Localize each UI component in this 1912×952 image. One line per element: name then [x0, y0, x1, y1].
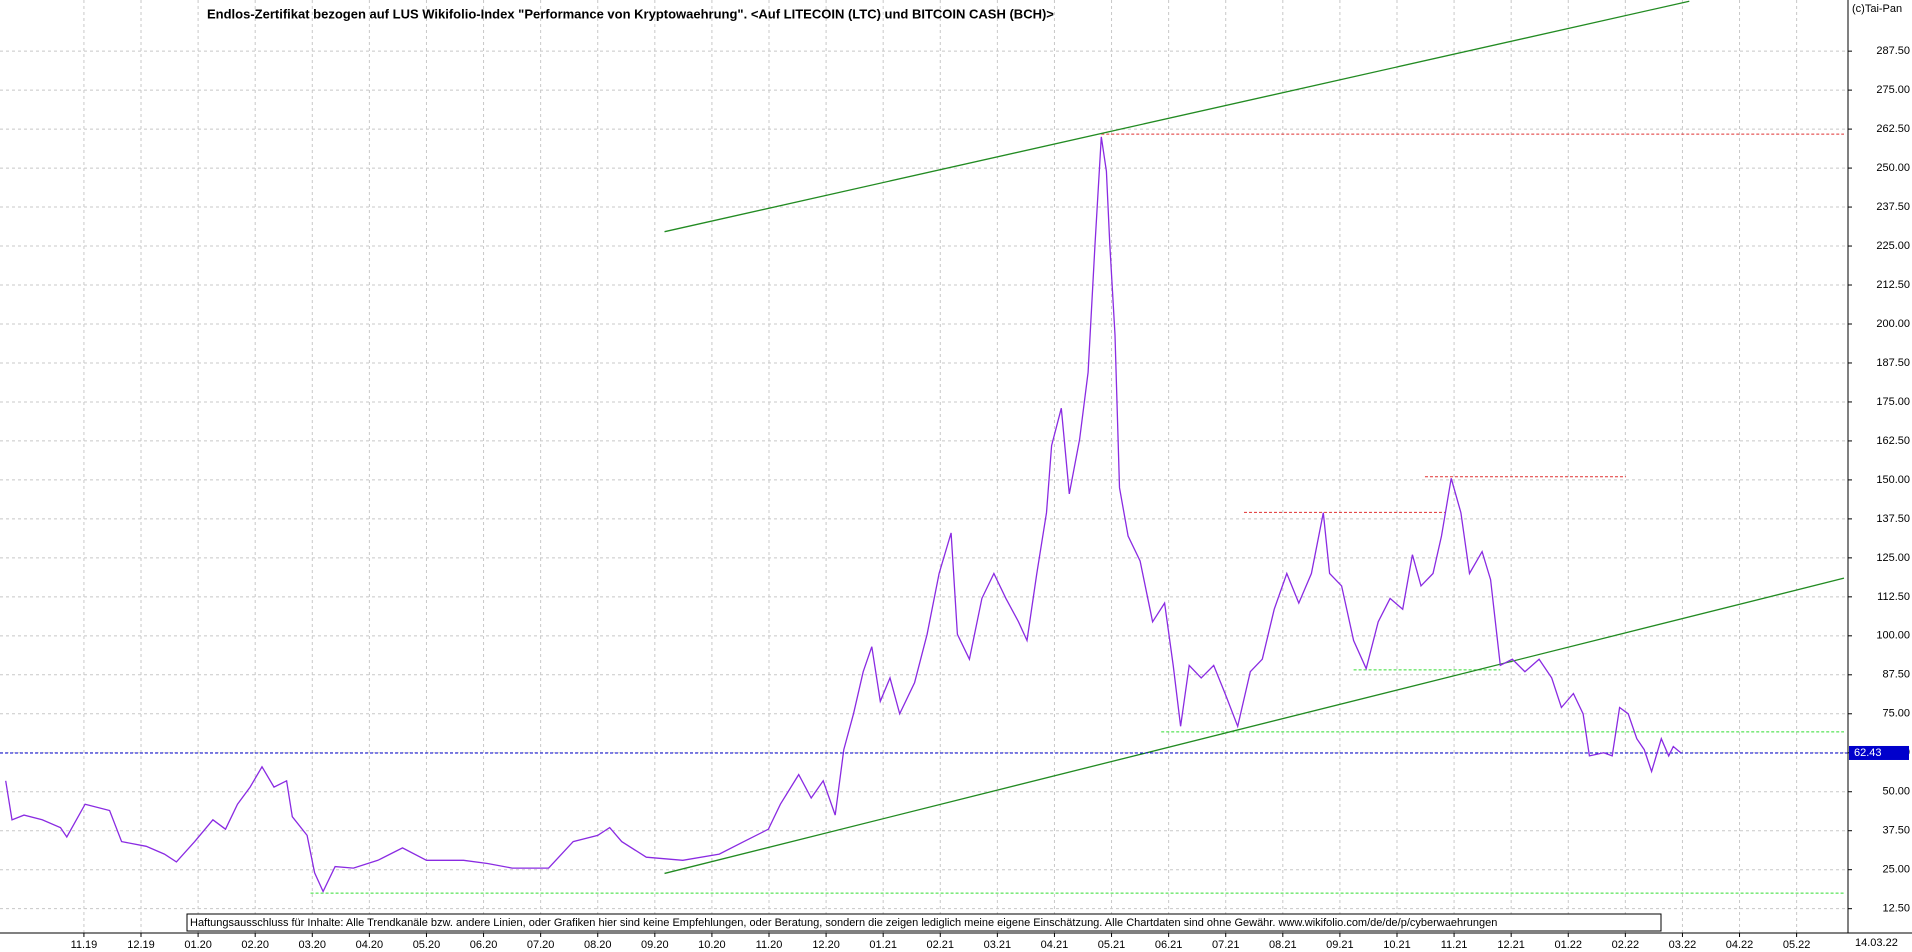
x-tick-label: 05.21 — [1098, 939, 1126, 951]
x-tick-label: 04.22 — [1726, 939, 1754, 951]
x-tick-label: 08.21 — [1269, 939, 1297, 951]
disclaimer: Haftungsausschluss für Inhalte: Alle Tre… — [190, 917, 1497, 929]
trend-line — [664, 0, 1690, 233]
current-label-box — [1849, 745, 1909, 760]
grid — [0, 0, 1848, 933]
x-tick-label: 07.20 — [527, 939, 555, 951]
y-tick-label: 225.00 — [1876, 240, 1910, 252]
y-tick-label: 112.50 — [1877, 591, 1910, 603]
y-tick-label: 87.50 — [1882, 669, 1910, 681]
current-label: 62.43 — [1854, 747, 1882, 759]
chart-title: Endlos-Zertifikat bezogen auf LUS Wikifo… — [207, 6, 1054, 21]
x-tick-label: 11.21 — [1441, 939, 1468, 951]
x-tick-label: 03.20 — [299, 939, 327, 951]
x-tick-label: 04.20 — [356, 939, 384, 951]
x-tick-label: 11.19 — [71, 939, 98, 951]
x-tick-label: 05.22 — [1783, 939, 1811, 951]
copyright: (c)Tai-Pan — [1852, 3, 1902, 15]
y-tick-label: 25.00 — [1882, 864, 1910, 876]
x-tick-label: 01.21 — [869, 939, 897, 951]
y-tick-label: 175.00 — [1876, 396, 1910, 408]
y-tick-label: 125.00 — [1876, 552, 1910, 564]
x-tick-label: 05.20 — [413, 939, 441, 951]
x-tick-label: 04.21 — [1041, 939, 1069, 951]
y-tick-label: 275.00 — [1876, 84, 1910, 96]
y-tick-label: 250.00 — [1876, 162, 1910, 174]
x-tick-label: 12.20 — [812, 939, 840, 951]
y-tick-label: 37.50 — [1882, 825, 1910, 837]
y-tick-label: 75.00 — [1882, 708, 1910, 720]
x-tick-label: 03.22 — [1669, 939, 1697, 951]
date-label: 14.03.22 — [1855, 937, 1898, 949]
x-tick-label: 01.22 — [1554, 939, 1582, 951]
x-tick-label: 10.20 — [698, 939, 726, 951]
y-tick-label: 137.50 — [1876, 513, 1910, 525]
y-tick-label: 12.50 — [1882, 903, 1910, 915]
x-tick-label: 12.19 — [127, 939, 155, 951]
y-tick-label: 100.00 — [1876, 630, 1910, 642]
x-tick-label: 01.20 — [184, 939, 212, 951]
x-tick-label: 06.20 — [470, 939, 498, 951]
disclaimer-box — [186, 913, 1662, 932]
x-tick-label: 02.20 — [241, 939, 269, 951]
x-tick-label: 09.21 — [1326, 939, 1354, 951]
x-tick-label: 11.20 — [756, 939, 783, 951]
x-tick-label: 08.20 — [584, 939, 612, 951]
y-tick-label: 287.50 — [1876, 45, 1910, 57]
y-tick-label: 237.50 — [1876, 201, 1910, 213]
trend-line — [664, 577, 1845, 875]
x-tick-label: 12.21 — [1497, 939, 1525, 951]
x-tick-label: 02.22 — [1612, 939, 1640, 951]
y-tick-label: 212.50 — [1876, 279, 1910, 291]
y-tick-label: 162.50 — [1876, 435, 1910, 447]
y-tick-label: 200.00 — [1876, 318, 1910, 330]
x-tick-label: 09.20 — [641, 939, 669, 951]
x-tick-label: 06.21 — [1155, 939, 1183, 951]
y-tick-label: 50.00 — [1882, 786, 1910, 798]
x-tick-label: 07.21 — [1212, 939, 1240, 951]
y-tick-label: 150.00 — [1876, 474, 1910, 486]
x-tick-label: 10.21 — [1383, 939, 1411, 951]
x-tick-label: 03.21 — [984, 939, 1012, 951]
y-tick-label: 187.50 — [1876, 357, 1910, 369]
price-line — [5, 136, 1682, 894]
y-tick-label: 262.50 — [1876, 123, 1910, 135]
marks — [0, 0, 1848, 894]
x-tick-label: 02.21 — [927, 939, 955, 951]
